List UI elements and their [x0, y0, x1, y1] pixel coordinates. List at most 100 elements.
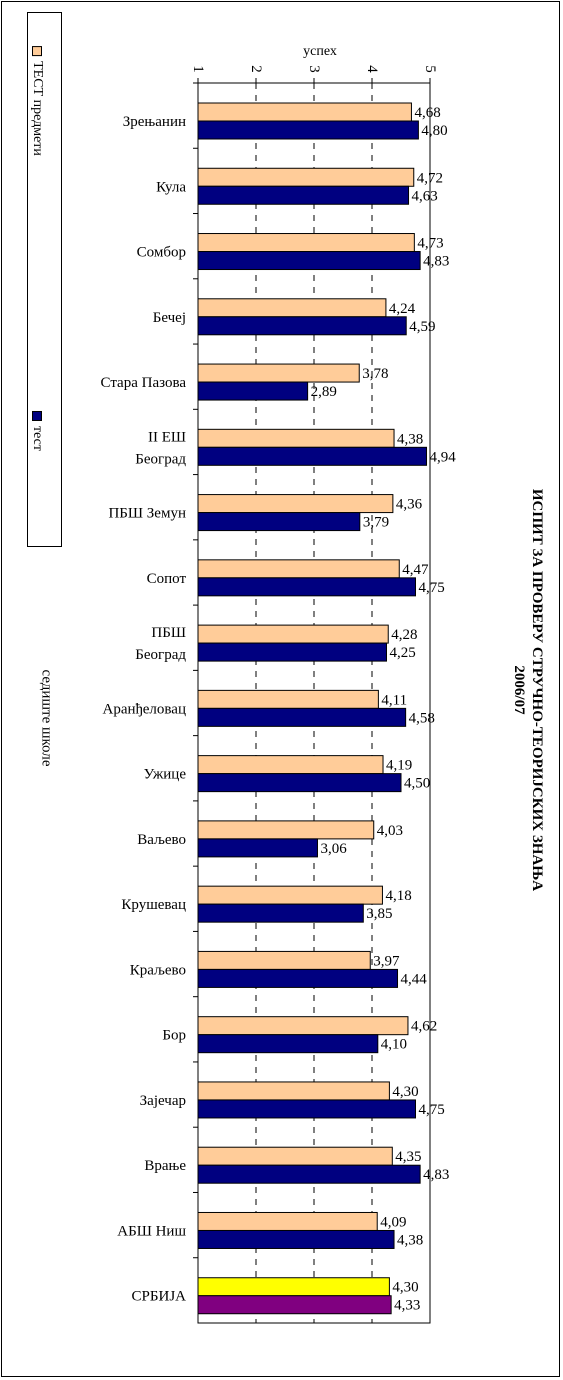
category-label: Крушевац	[121, 897, 186, 913]
data-label-test: 4,59	[409, 319, 435, 335]
category-label: ПБШ	[151, 625, 186, 641]
data-label-test-subjects: 4,11	[381, 692, 407, 708]
data-label-test: 4,44	[401, 971, 428, 987]
bar-test-subjects	[197, 820, 375, 840]
bar-test	[197, 1099, 416, 1119]
data-label-test-subjects: 4,18	[385, 888, 411, 904]
data-label-test-subjects: 4,36	[396, 497, 423, 513]
bar-test	[197, 1034, 379, 1054]
data-label-test-subjects: 3,97	[373, 953, 400, 969]
bar-test	[197, 642, 387, 662]
data-label-test: 4,38	[397, 1232, 423, 1248]
category-label: Кула	[156, 179, 186, 195]
legend: ТЕСТ предмети тест	[27, 12, 62, 547]
data-label-test-subjects: 4,09	[380, 1214, 406, 1230]
category-label: Краљево	[130, 962, 186, 978]
data-label-test: 3,85	[366, 906, 392, 922]
bar-test	[197, 316, 407, 336]
data-label-test-subjects: 4,62	[411, 1019, 437, 1035]
data-label-test: 4,75	[419, 580, 445, 596]
bar-test	[197, 577, 416, 597]
data-label-test-subjects: 4,30	[392, 1280, 418, 1296]
bar-test-subjects	[197, 428, 395, 448]
bar-test	[197, 381, 309, 401]
bar-test	[197, 838, 318, 858]
data-label-test: 4,58	[409, 710, 435, 726]
bar-test-subjects	[197, 1211, 378, 1231]
bar-test-subjects	[197, 1146, 393, 1166]
data-label-test: 4,94	[430, 449, 457, 465]
bar-test-subjects	[197, 298, 387, 318]
category-label: Ваљево	[137, 832, 186, 848]
data-label-test: 4,80	[421, 123, 447, 139]
data-label-test-subjects: 4,38	[397, 431, 423, 447]
bar-test-subjects	[197, 885, 383, 905]
data-label-test-subjects: 4,35	[395, 1149, 421, 1165]
data-label-test-subjects: 3,78	[362, 366, 388, 382]
data-label-test-subjects: 4,68	[414, 105, 440, 121]
category-label: Београд	[135, 451, 186, 467]
category-label: II ЕШ	[148, 429, 186, 445]
category-label: Бор	[162, 1028, 186, 1044]
category-label: Сопот	[147, 571, 187, 587]
bar-test-subjects	[197, 950, 371, 970]
category-label: Београд	[135, 647, 186, 663]
data-label-test: 3,06	[320, 841, 347, 857]
category-label: Зајечар	[140, 1093, 186, 1109]
bar-test	[197, 185, 410, 205]
data-label-test: 4,50	[404, 776, 430, 792]
data-label-test: 4,83	[423, 1167, 449, 1183]
data-label-test-subjects: 4,19	[386, 758, 412, 774]
data-label-test-subjects: 4,73	[417, 236, 443, 252]
x-tick-label: 5	[422, 65, 438, 73]
bar-test	[197, 120, 419, 140]
bar-test	[197, 773, 402, 793]
data-label-test: 4,25	[390, 645, 416, 661]
data-label-test-subjects: 4,28	[391, 627, 417, 643]
data-label-test-subjects: 4,03	[377, 823, 403, 839]
bar-test	[197, 968, 399, 988]
bar-test-subjects	[197, 559, 400, 579]
category-label: СРБИЈА	[132, 1289, 187, 1305]
bar-test-subjects	[197, 102, 412, 122]
bar-test	[197, 707, 407, 727]
bar-test	[197, 903, 364, 923]
category-label: Сомбор	[137, 245, 186, 261]
data-label-test: 3,79	[363, 515, 389, 531]
data-label-test: 2,89	[311, 384, 337, 400]
data-label-test: 4,10	[381, 1037, 407, 1053]
bar-test	[197, 1295, 392, 1315]
category-label: Зрењанин	[123, 114, 186, 130]
category-label: Врање	[144, 1158, 186, 1174]
x-tick-label: 4	[364, 65, 380, 73]
bar-test	[197, 1229, 395, 1249]
x-axis-label: успех	[303, 44, 337, 59]
data-label-test-subjects: 4,47	[402, 562, 429, 578]
bar-test-subjects	[197, 1081, 390, 1101]
bar-test-subjects	[197, 494, 394, 514]
category-label: Стара Пазова	[101, 375, 187, 391]
category-label: ПБШ Земун	[108, 506, 186, 522]
bar-test-subjects	[197, 363, 360, 383]
bar-test	[197, 251, 421, 271]
x-tick-label: 3	[306, 65, 322, 73]
bar-test	[197, 1164, 421, 1184]
category-label: Ужице	[144, 767, 187, 783]
data-label-test: 4,83	[423, 254, 449, 270]
bar-test-subjects	[197, 1016, 409, 1036]
bar-test-subjects	[197, 755, 384, 775]
data-label-test: 4,63	[412, 188, 438, 204]
bar-test	[197, 512, 361, 532]
bar-test-subjects	[197, 689, 379, 709]
bar-test	[197, 446, 428, 466]
data-label-test: 4,33	[394, 1298, 420, 1314]
category-label: Аранђеловац	[103, 701, 186, 717]
x-tick-label: 1	[190, 65, 206, 73]
data-label-test-subjects: 4,72	[417, 170, 443, 186]
bar-test-subjects	[197, 1277, 390, 1297]
data-label-test-subjects: 4,24	[389, 301, 416, 317]
bar-test-subjects	[197, 624, 389, 644]
bar-test-subjects	[197, 167, 415, 187]
bar-test-subjects	[197, 233, 415, 253]
